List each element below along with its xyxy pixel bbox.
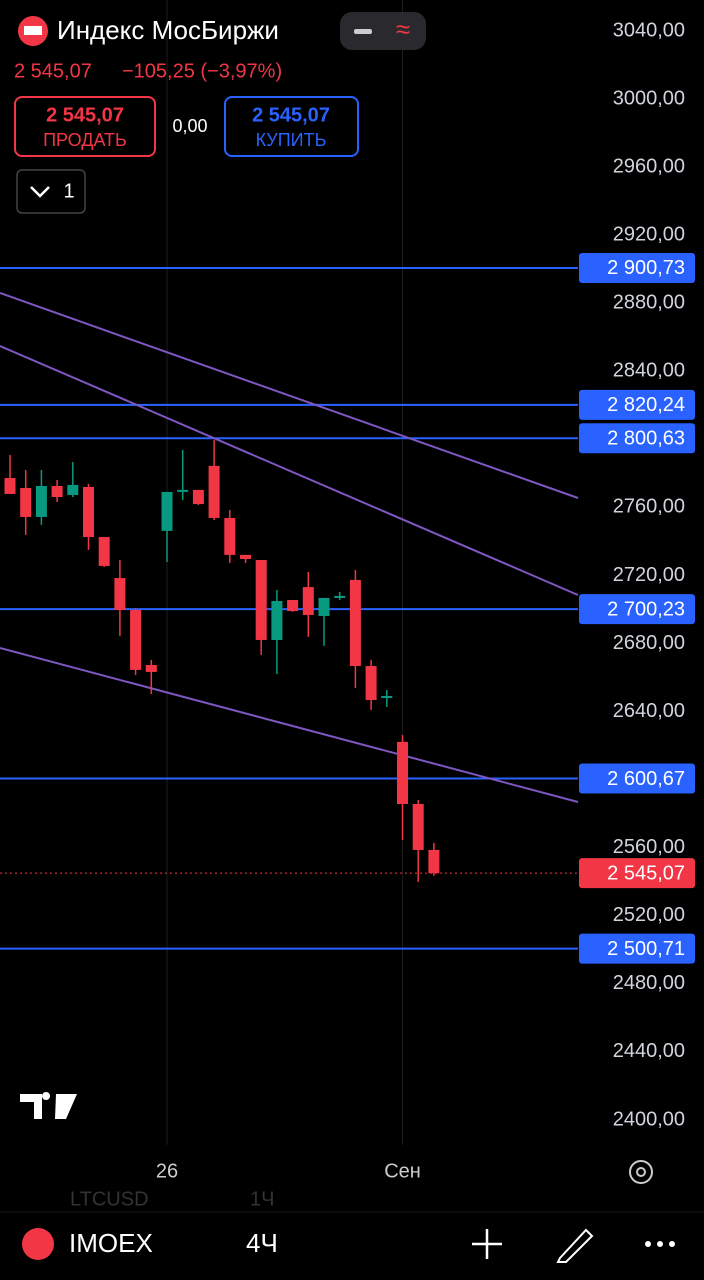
y-tick-label: 2520,00: [613, 904, 685, 926]
candle-body: [334, 595, 346, 598]
candle-body: [412, 804, 424, 850]
y-tick-label: 3040,00: [613, 19, 685, 41]
candle-body: [381, 695, 393, 698]
candle-body: [302, 587, 314, 615]
price-line-label: 2 700,23: [607, 598, 685, 620]
price-line-label-box: [579, 763, 695, 794]
footer-logo: [22, 1228, 54, 1260]
y-tick-label: 2400,00: [613, 1108, 685, 1130]
settings-button[interactable]: [629, 1160, 653, 1184]
y-tick-label: 2640,00: [613, 700, 685, 722]
minimize-button[interactable]: [354, 29, 372, 34]
y-tick-label: 2440,00: [613, 1040, 685, 1062]
price-change: −105,25 (−3,97%): [122, 60, 282, 82]
candle-body: [240, 554, 251, 559]
logo-flag: [24, 26, 42, 35]
settings-icon: [636, 1167, 646, 1177]
trend-line: [0, 292, 579, 499]
y-tick-label: 2480,00: [613, 972, 685, 994]
price-line-label-box: [579, 252, 695, 283]
compare-button[interactable]: ≈: [396, 14, 410, 44]
footer-interval[interactable]: 4Ч: [246, 1228, 278, 1258]
candle-body: [161, 491, 173, 531]
footer-symbol[interactable]: IMOEX: [69, 1228, 153, 1258]
y-tick-label: 2560,00: [613, 836, 685, 858]
y-tick-label: 2920,00: [613, 223, 685, 245]
candle-body: [4, 477, 16, 494]
sell-button[interactable]: [14, 96, 156, 157]
buy-button[interactable]: [224, 96, 359, 157]
more-button[interactable]: [645, 1241, 675, 1247]
candle-body: [349, 579, 361, 667]
y-tick-label: 2680,00: [613, 632, 685, 654]
price-line-label-box: [579, 933, 695, 964]
candle-body: [192, 489, 204, 505]
candle-body: [318, 597, 330, 616]
y-tick-label: 2840,00: [613, 360, 685, 382]
y-tick-label: 2760,00: [613, 496, 685, 518]
indicators-toggle[interactable]: [16, 169, 86, 214]
candle-body: [428, 849, 440, 874]
candle-body: [365, 666, 377, 701]
draw-button[interactable]: [556, 1228, 594, 1263]
x-tick-label: Сен: [384, 1160, 421, 1182]
marks: [4, 440, 440, 882]
candle-body: [145, 664, 157, 672]
candle-body: [98, 537, 110, 566]
tv-logo: [20, 1092, 77, 1119]
chevron-icon: [30, 186, 50, 198]
candle-body: [287, 599, 299, 612]
candle-body: [130, 610, 142, 670]
y-tick-label: 2960,00: [613, 155, 685, 177]
candle-body: [177, 489, 189, 492]
symbol-title[interactable]: Индекс МосБиржи: [57, 15, 279, 45]
candle-body: [67, 484, 79, 495]
price-line-label-box: [579, 389, 695, 420]
ghost-symbol: LTCUSD: [70, 1188, 149, 1210]
candle-body: [51, 485, 63, 498]
spread: 0,00: [172, 116, 207, 136]
current-price-box: [579, 858, 695, 889]
candle-body: [20, 488, 32, 517]
y-tick-label: 2880,00: [613, 292, 685, 314]
candle-body: [224, 517, 236, 555]
price-line-label-box: [579, 594, 695, 625]
indicator-count: 1: [63, 180, 74, 202]
candle-body: [35, 485, 47, 517]
sell-label: ПРОДАТЬ: [43, 130, 127, 150]
current-price-label: 2 545,07: [607, 862, 685, 884]
candle-body: [208, 465, 220, 518]
price-line-label: 2 500,71: [607, 938, 685, 960]
last-price: 2 545,07: [14, 60, 92, 82]
x-tick-label: 26: [156, 1160, 178, 1182]
trend-line: [0, 647, 579, 803]
candle-body: [397, 741, 408, 805]
trend-line: [0, 345, 579, 596]
candle-body: [114, 578, 126, 611]
y-tick-label: 3000,00: [613, 87, 685, 109]
toggle-group: [340, 12, 426, 50]
price-line-label: 2 600,67: [607, 768, 685, 790]
buy-price: 2 545,07: [252, 104, 330, 126]
ghost-interval: 1Ч: [250, 1188, 274, 1210]
y-tick-label: 2720,00: [613, 564, 685, 586]
sell-price: 2 545,07: [46, 104, 124, 126]
buy-label: КУПИТЬ: [256, 130, 327, 150]
price-line-label: 2 800,63: [607, 428, 685, 450]
price-line-label-box: [579, 423, 695, 454]
price-line-label: 2 820,24: [607, 394, 685, 416]
candle-body: [255, 559, 267, 640]
price-line-label: 2 900,73: [607, 257, 685, 279]
add-button[interactable]: [472, 1229, 502, 1259]
candle-body: [83, 486, 94, 538]
candle-body: [271, 601, 283, 640]
